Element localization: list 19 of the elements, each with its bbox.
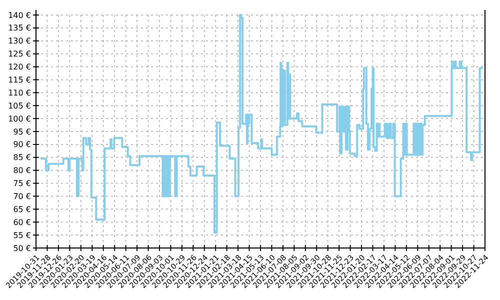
y-tick-label: 55 € xyxy=(13,230,31,240)
y-tick-label: 115 € xyxy=(8,76,31,85)
y-tick-label: 105 € xyxy=(8,101,31,110)
y-tick-label: 140 € xyxy=(8,10,31,20)
y-tick-label: 130 € xyxy=(8,36,31,46)
y-tick-label: 60 € xyxy=(13,218,31,227)
y-tick-label: 120 € xyxy=(8,62,31,72)
y-tick-label: 90 € xyxy=(13,140,31,150)
y-tick-label: 50 € xyxy=(13,244,31,253)
y-tick-label: 65 € xyxy=(13,204,31,214)
y-tick-label: 85 € xyxy=(13,153,31,162)
y-tick-label: 125 € xyxy=(8,50,31,59)
y-tick-label: 70 € xyxy=(13,192,31,202)
y-tick-label: 135 € xyxy=(8,24,31,33)
y-tick-label: 110 € xyxy=(8,88,31,98)
y-tick-label: 80 € xyxy=(13,166,31,176)
y-tick-label: 95 € xyxy=(13,127,31,136)
y-tick-label: 75 € xyxy=(13,179,31,188)
y-tick-label: 100 € xyxy=(8,114,31,124)
